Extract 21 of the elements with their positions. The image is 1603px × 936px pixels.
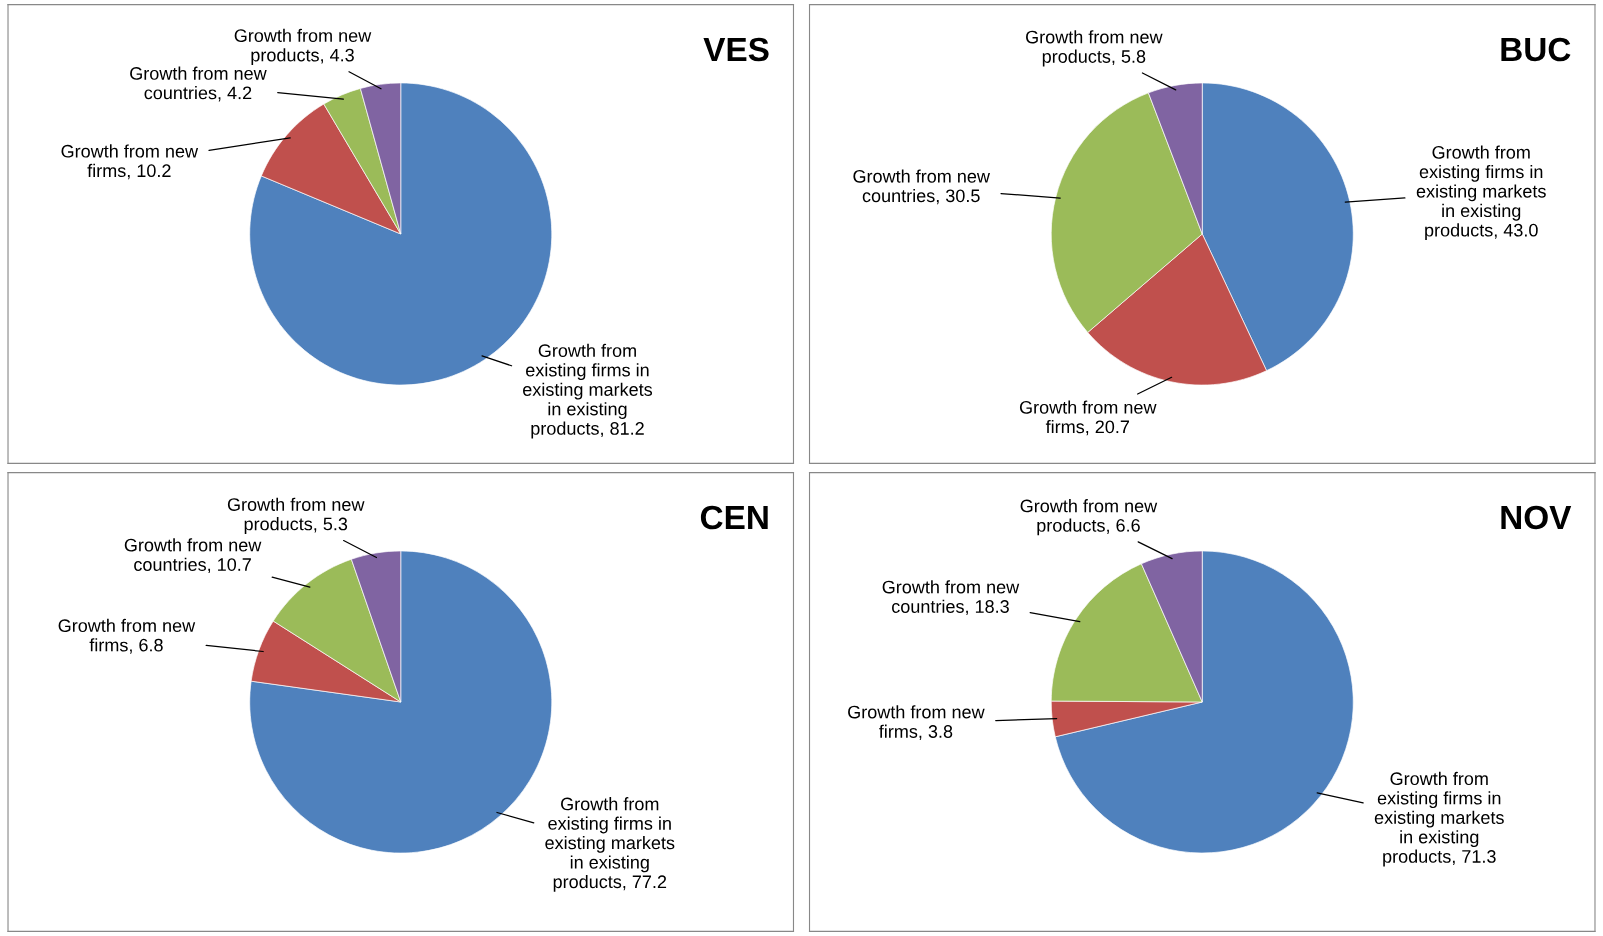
slice-label: Growth from new firms, 3.8 — [848, 705, 985, 741]
slice-label: Growth from new products, 5.8 — [1026, 30, 1163, 67]
chart-title: BUC — [1501, 37, 1571, 62]
slice-label: Growth from new firms, 10.2 — [61, 144, 199, 180]
slice-label: Growth from new countries, 10.7 — [124, 538, 262, 574]
slice-label: Growth from new countries, 4.2 — [130, 66, 267, 102]
slice-label: Growth from existing firms in existing markets in existing products, 71.3 — [1374, 771, 1504, 867]
slice-label: Growth from new firms, 20.7 — [1019, 400, 1157, 436]
slice-label: Growth from new countries, 18.3 — [882, 580, 1020, 616]
text: VES — [703, 37, 769, 62]
slice-label: Growth from new products, 6.6 — [1020, 499, 1158, 536]
chart-title: NOV — [1501, 505, 1572, 530]
slice-label: Growth from existing firms in existing markets in existing products, 81.2 — [523, 343, 653, 439]
pie-slice — [1054, 550, 1354, 854]
chart-title: CEN — [700, 505, 768, 530]
slice-label: Growth from existing firms in existing markets in existing products, 77.2 — [545, 797, 675, 892]
slice-label: Growth from new products, 4.3 — [234, 28, 372, 66]
slice-label: Growth from new countries, 30.5 — [853, 169, 990, 205]
slice-label: Growth from new firms, 6.8 — [58, 618, 196, 654]
slice-label: Growth from new products, 5.3 — [227, 497, 365, 534]
slice-label: Growth from existing firms in existing markets in existing products, 43.0 — [1416, 145, 1546, 241]
